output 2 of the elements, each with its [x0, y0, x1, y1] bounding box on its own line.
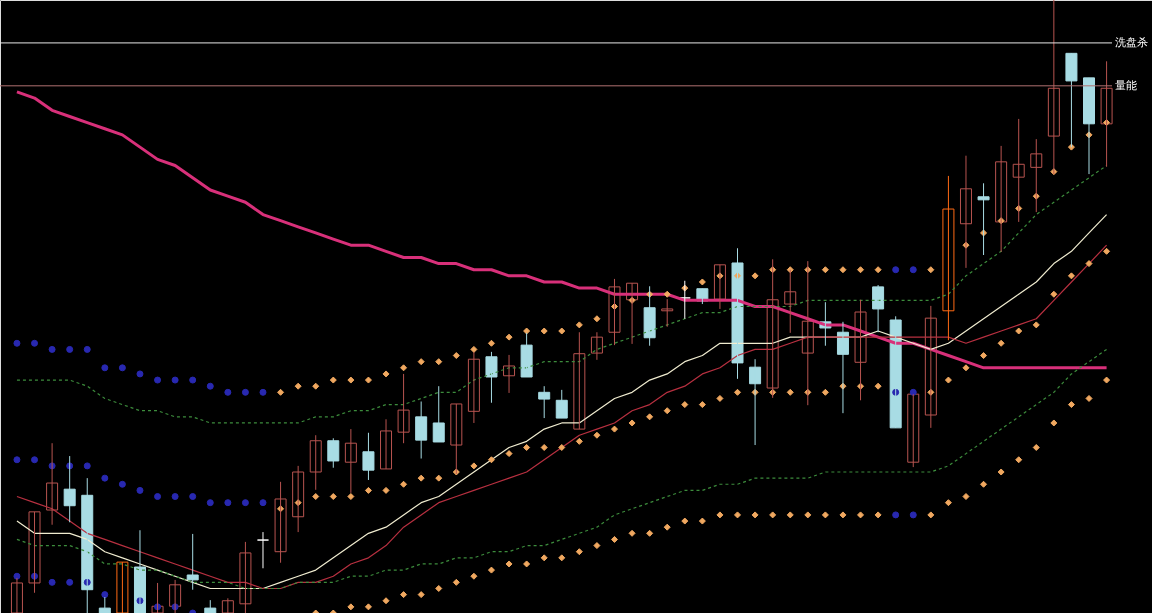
ref-line-label: 量能: [1115, 78, 1137, 92]
ref-line-label: 洗盘杀: [1115, 35, 1148, 49]
